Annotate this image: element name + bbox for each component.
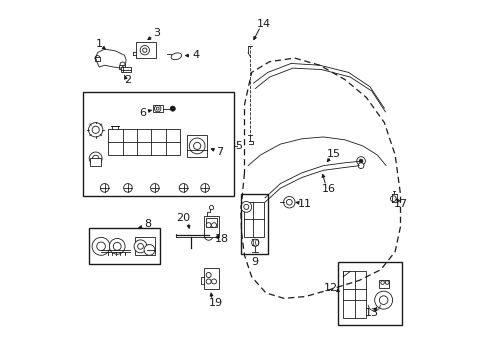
Circle shape bbox=[137, 243, 143, 249]
Bar bbox=[241, 194, 267, 253]
Circle shape bbox=[179, 184, 187, 192]
Text: 1: 1 bbox=[96, 40, 102, 49]
Circle shape bbox=[92, 237, 110, 255]
Bar bbox=[83, 92, 233, 196]
Circle shape bbox=[251, 239, 258, 246]
Bar bbox=[204, 216, 218, 237]
Circle shape bbox=[89, 152, 102, 165]
Text: 19: 19 bbox=[208, 298, 223, 308]
Text: 8: 8 bbox=[144, 219, 151, 229]
Bar bbox=[153, 105, 163, 112]
Circle shape bbox=[201, 184, 209, 192]
Text: 9: 9 bbox=[251, 257, 258, 267]
Circle shape bbox=[100, 184, 109, 192]
Text: 12: 12 bbox=[323, 283, 337, 293]
Circle shape bbox=[204, 231, 212, 240]
Circle shape bbox=[142, 48, 147, 52]
Bar bbox=[204, 268, 218, 289]
Circle shape bbox=[244, 204, 248, 210]
Text: 10: 10 bbox=[250, 239, 260, 248]
Circle shape bbox=[97, 242, 105, 251]
Circle shape bbox=[95, 55, 100, 60]
Circle shape bbox=[140, 45, 149, 55]
Text: 20: 20 bbox=[176, 213, 190, 223]
Text: 6: 6 bbox=[139, 108, 146, 118]
Text: 2: 2 bbox=[124, 75, 131, 85]
Circle shape bbox=[144, 244, 155, 255]
Bar bbox=[378, 280, 388, 288]
Circle shape bbox=[209, 206, 213, 210]
Circle shape bbox=[206, 279, 211, 284]
Text: 18: 18 bbox=[215, 234, 229, 244]
Circle shape bbox=[380, 281, 384, 284]
Circle shape bbox=[88, 123, 102, 137]
Text: 15: 15 bbox=[326, 149, 341, 159]
Text: 7: 7 bbox=[215, 147, 223, 157]
Text: 4: 4 bbox=[192, 50, 199, 60]
Circle shape bbox=[150, 184, 159, 192]
Bar bbox=[119, 65, 124, 69]
Text: 5: 5 bbox=[235, 141, 242, 151]
Circle shape bbox=[357, 163, 363, 168]
Circle shape bbox=[156, 107, 159, 110]
Text: 16: 16 bbox=[321, 184, 335, 194]
Circle shape bbox=[154, 105, 161, 112]
Circle shape bbox=[189, 138, 204, 154]
Bar bbox=[121, 67, 131, 72]
Circle shape bbox=[206, 273, 211, 278]
Bar bbox=[343, 271, 366, 318]
Circle shape bbox=[356, 157, 365, 165]
Circle shape bbox=[379, 296, 387, 305]
Circle shape bbox=[286, 199, 292, 205]
Text: 13: 13 bbox=[364, 308, 378, 318]
Bar bbox=[94, 57, 100, 61]
Bar bbox=[90, 158, 101, 166]
Text: 14: 14 bbox=[257, 19, 271, 29]
Circle shape bbox=[92, 126, 99, 134]
Circle shape bbox=[241, 202, 251, 212]
Text: 17: 17 bbox=[393, 199, 407, 210]
Ellipse shape bbox=[171, 53, 181, 60]
Bar bbox=[187, 135, 206, 157]
Circle shape bbox=[193, 142, 201, 149]
Circle shape bbox=[134, 240, 147, 253]
Circle shape bbox=[206, 223, 211, 228]
Circle shape bbox=[211, 223, 216, 228]
Circle shape bbox=[123, 184, 132, 192]
Bar bbox=[337, 262, 402, 325]
Bar bbox=[205, 219, 216, 227]
Bar bbox=[136, 42, 156, 58]
Text: 11: 11 bbox=[297, 199, 311, 210]
Circle shape bbox=[283, 197, 294, 208]
Circle shape bbox=[109, 238, 125, 254]
Circle shape bbox=[385, 281, 388, 284]
Circle shape bbox=[170, 106, 175, 111]
Circle shape bbox=[120, 62, 125, 67]
Bar bbox=[108, 129, 180, 155]
Circle shape bbox=[359, 159, 362, 163]
Circle shape bbox=[389, 196, 395, 202]
Circle shape bbox=[374, 291, 392, 309]
Text: 3: 3 bbox=[153, 28, 160, 38]
Bar bbox=[244, 202, 264, 237]
Bar bbox=[88, 228, 160, 264]
Bar bbox=[135, 237, 155, 255]
Circle shape bbox=[211, 279, 216, 284]
Circle shape bbox=[113, 242, 121, 250]
Circle shape bbox=[92, 155, 99, 162]
